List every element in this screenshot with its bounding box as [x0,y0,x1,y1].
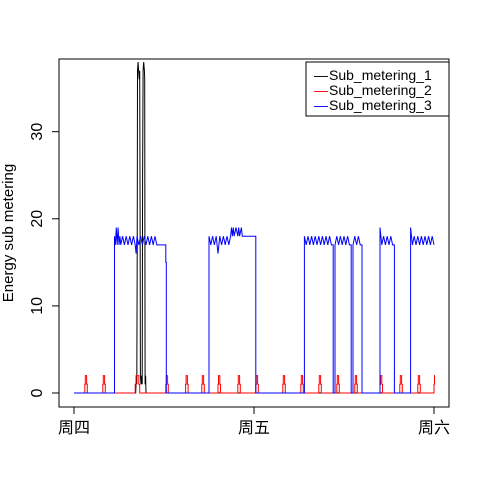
y-tick-label-2: 10 [29,297,46,315]
x-tick-label-3: 周六 [418,419,450,437]
series-line-3 [74,227,435,394]
legend-label-1: Sub_metering_1 [329,67,432,83]
axis-layer: 周四 周五 周六 0 10 20 30 [29,123,450,437]
legend-label-3: Sub_metering_3 [329,97,432,113]
y-tick-label-3: 20 [29,210,46,228]
legend-label-2: Sub_metering_2 [329,82,432,98]
y-tick-label-4: 30 [29,123,46,141]
x-tick-label-1: 周四 [58,420,90,437]
series-line-2 [74,375,435,394]
legend-symbol-1: — [314,67,328,83]
y-axis-title: Energy sub metering [0,164,17,302]
legend-box [305,61,450,117]
series-layer [74,61,435,394]
legend: — Sub_metering_1 — Sub_metering_2 — Sub_… [305,61,450,117]
legend-symbol-2: — [314,82,328,98]
y-tick-label-1: 0 [29,388,46,397]
x-tick-label-2: 周五 [238,420,270,437]
legend-symbol-3: — [314,97,328,113]
series-line-1 [74,61,434,394]
